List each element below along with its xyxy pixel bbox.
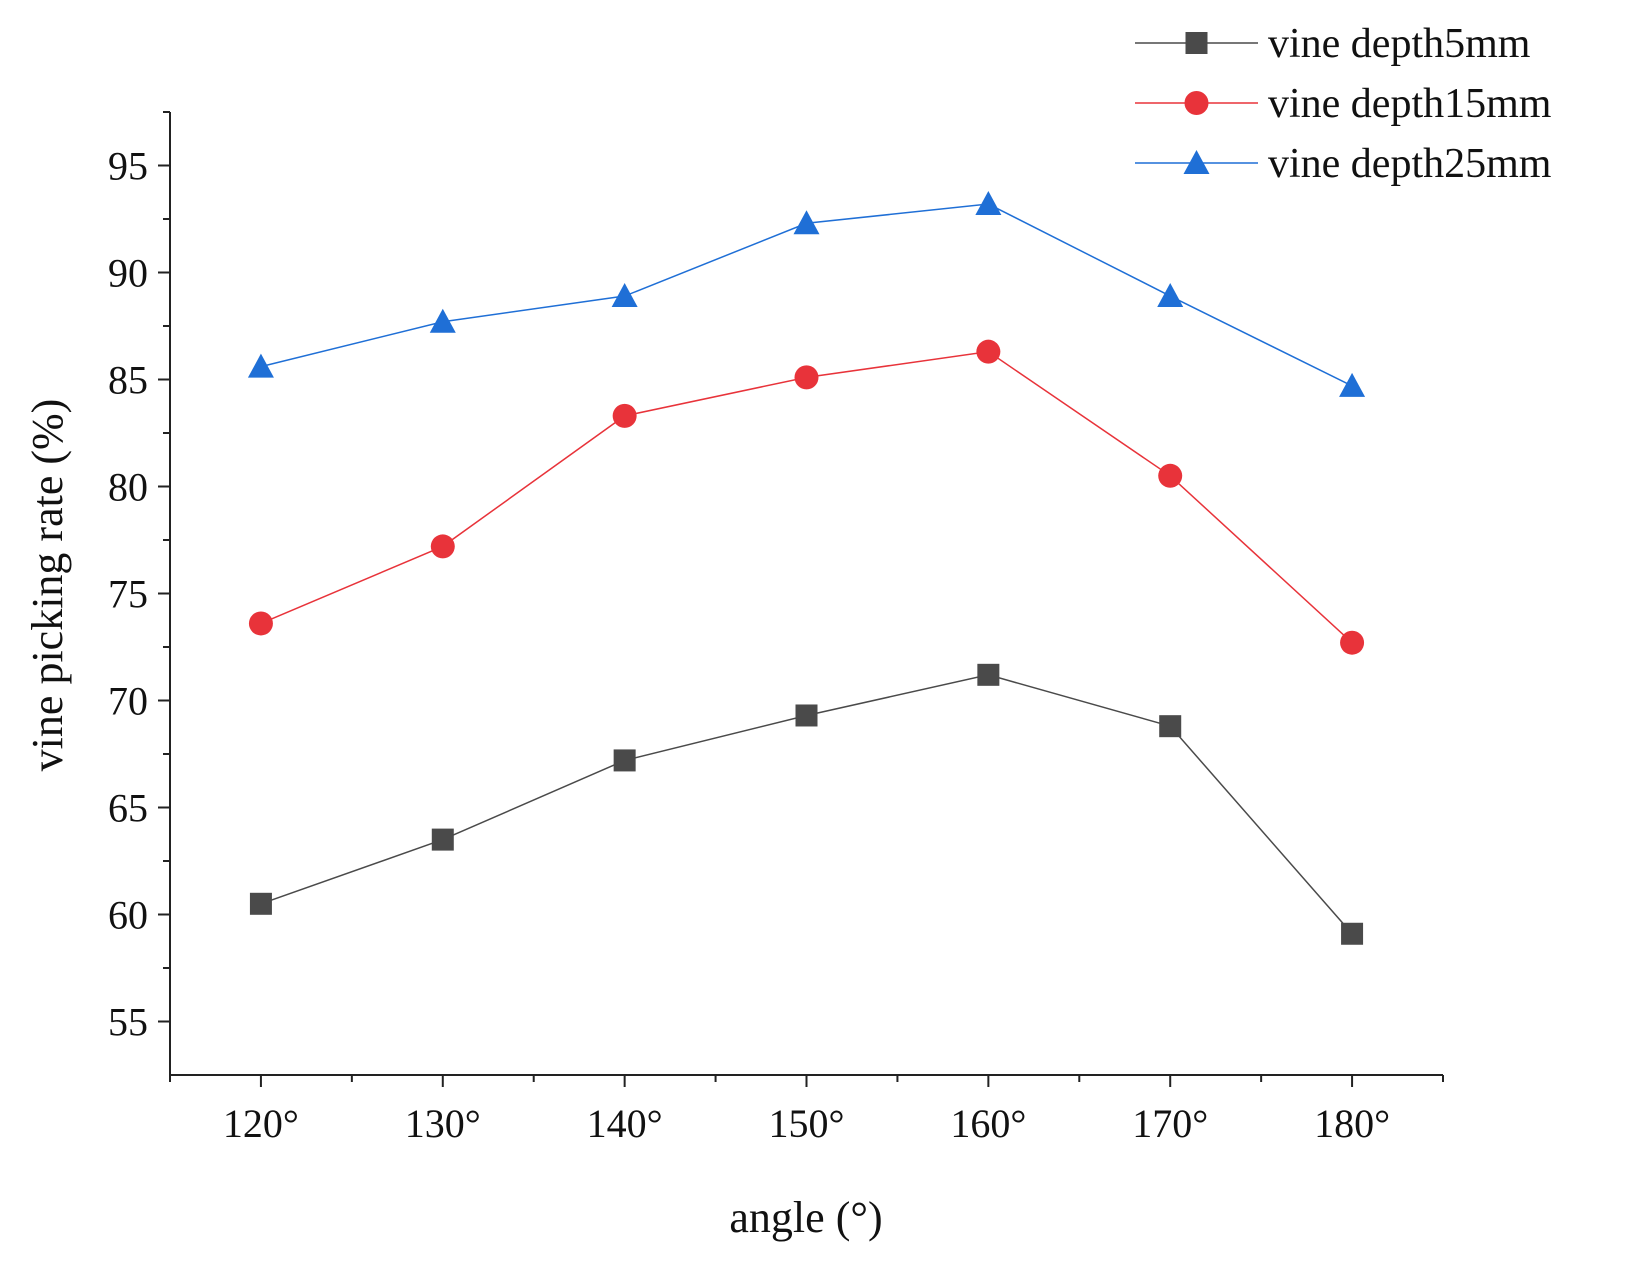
data-point bbox=[793, 210, 820, 235]
legend-marker bbox=[1184, 91, 1209, 115]
legend-marker bbox=[1183, 150, 1210, 174]
data-point bbox=[1159, 715, 1182, 738]
y-ticks: 55 60 65 70 75 80 85 90 95 bbox=[108, 111, 170, 1045]
data-point bbox=[975, 191, 1002, 216]
x-tick-label: 160° bbox=[950, 1101, 1026, 1146]
data-point bbox=[612, 403, 637, 428]
data-point bbox=[429, 308, 456, 333]
legend-label: vine depth25mm bbox=[1268, 141, 1552, 187]
axes bbox=[169, 112, 1443, 1076]
y-tick-label: 60 bbox=[108, 893, 148, 938]
data-point bbox=[249, 892, 272, 915]
x-tick-label: 120° bbox=[223, 1101, 299, 1146]
data-point bbox=[431, 828, 454, 851]
x-axis-title: angle (°) bbox=[729, 1193, 882, 1242]
x-tick-label: 130° bbox=[405, 1101, 481, 1146]
legend: vine depth5mm vine depth15mm vine depth25m… bbox=[1135, 21, 1552, 187]
data-point bbox=[1341, 922, 1364, 945]
series-vine-depth25mm bbox=[247, 191, 1366, 397]
x-tick-label: 150° bbox=[769, 1101, 845, 1146]
data-point bbox=[976, 339, 1001, 364]
data-point bbox=[611, 283, 638, 308]
y-tick-label: 65 bbox=[108, 786, 148, 831]
data-point bbox=[794, 365, 819, 390]
legend-label: vine depth15mm bbox=[1268, 81, 1552, 127]
series-layer bbox=[247, 191, 1366, 945]
y-tick-label: 55 bbox=[108, 1000, 148, 1045]
series-vine-depth5mm bbox=[249, 663, 1364, 945]
y-tick-label: 95 bbox=[108, 144, 148, 189]
y-tick-label: 75 bbox=[108, 572, 148, 617]
legend-item: vine depth15mm bbox=[1135, 81, 1552, 127]
series-line bbox=[260, 350, 1353, 644]
x-tick-label: 180° bbox=[1314, 1101, 1390, 1146]
y-tick-label: 90 bbox=[108, 251, 148, 296]
y-tick-label: 80 bbox=[108, 465, 148, 510]
x-tick-label: 170° bbox=[1132, 1101, 1208, 1146]
legend-label: vine depth5mm bbox=[1268, 21, 1531, 67]
data-point bbox=[977, 663, 1000, 686]
data-point bbox=[1157, 283, 1184, 308]
series-vine-depth15mm bbox=[248, 339, 1365, 655]
legend-marker bbox=[1185, 32, 1208, 54]
y-axis-title: vine picking rate (%) bbox=[23, 399, 72, 772]
data-point bbox=[248, 611, 273, 636]
x-ticks: 120° 130° 140° 150° 160° 170° 180° bbox=[169, 1075, 1444, 1146]
legend-item: vine depth25mm bbox=[1135, 141, 1552, 187]
data-point bbox=[430, 534, 455, 559]
y-tick-label: 70 bbox=[108, 679, 148, 724]
data-point bbox=[1339, 372, 1366, 397]
data-point bbox=[795, 704, 818, 727]
y-tick-label: 85 bbox=[108, 358, 148, 403]
x-tick-label: 140° bbox=[587, 1101, 663, 1146]
data-point bbox=[1340, 630, 1365, 655]
data-point bbox=[613, 749, 636, 772]
data-point bbox=[1158, 463, 1183, 488]
data-point bbox=[247, 353, 274, 378]
legend-item: vine depth5mm bbox=[1135, 21, 1531, 67]
